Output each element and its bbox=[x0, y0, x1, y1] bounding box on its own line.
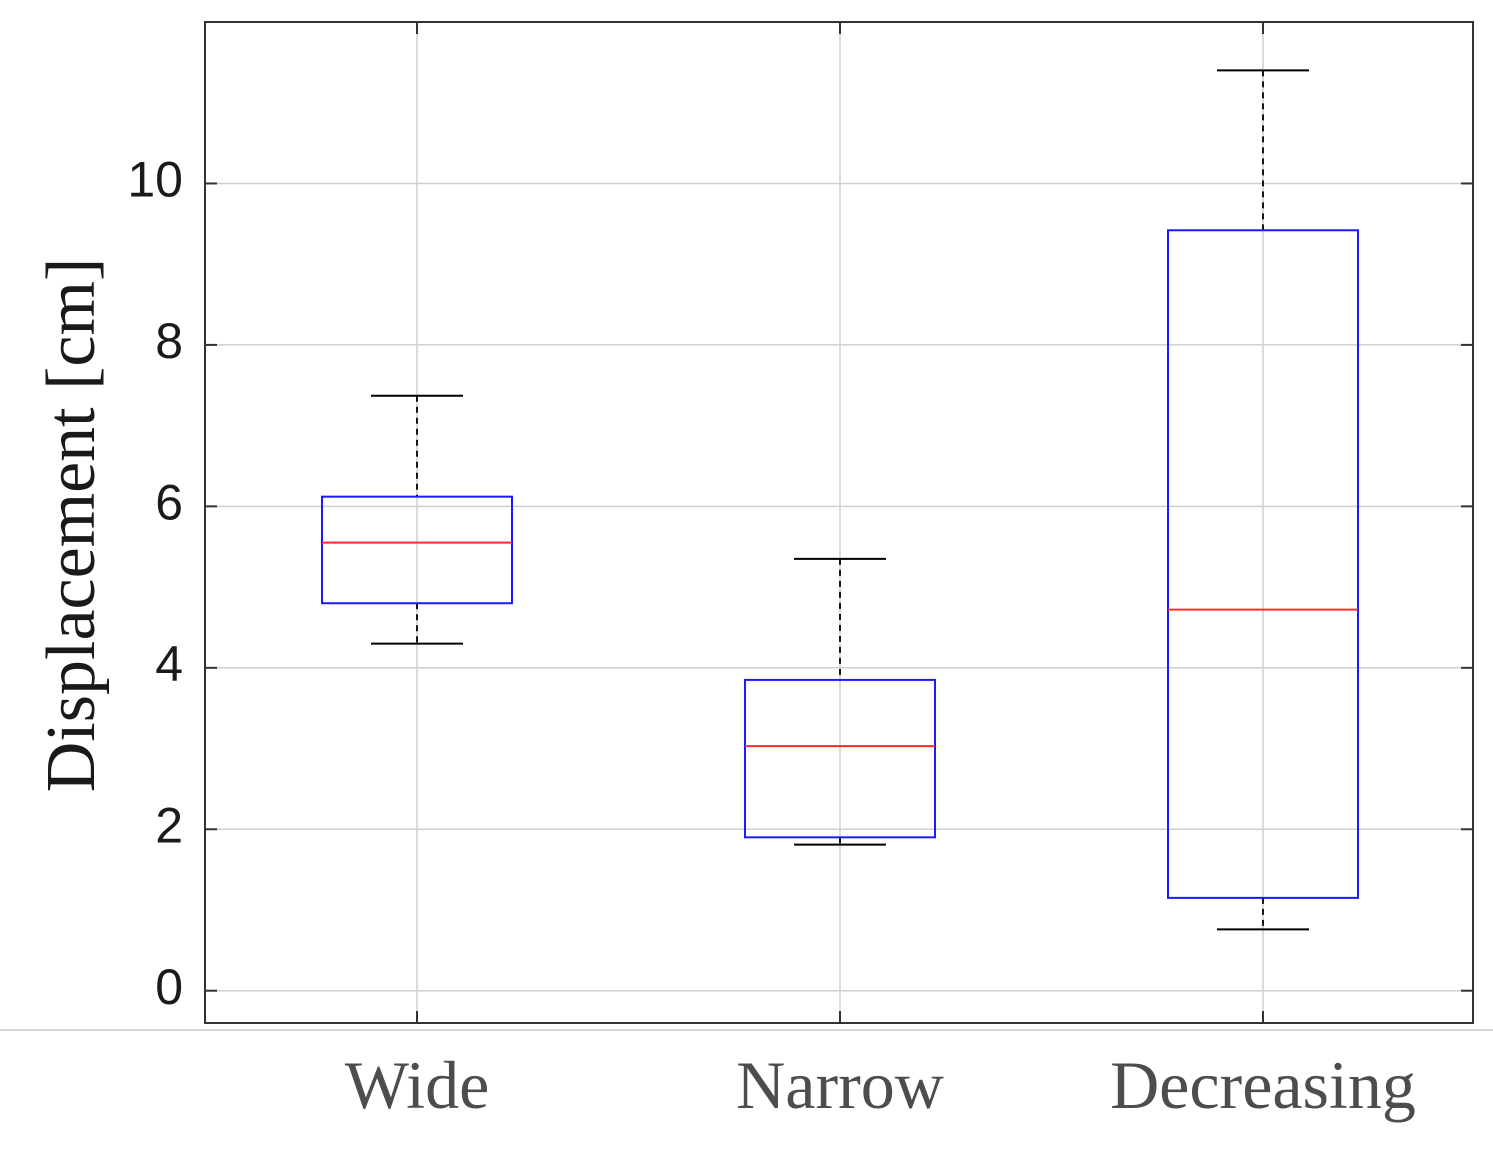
y-tick-label: 0 bbox=[155, 959, 183, 1015]
category-label: Wide bbox=[345, 1047, 490, 1123]
axis-ticks bbox=[205, 22, 1473, 1023]
box-series bbox=[321, 69, 1359, 931]
y-axis-title: Displacement [cm] bbox=[33, 258, 110, 793]
iqr-box bbox=[321, 495, 513, 605]
box-group-wide bbox=[321, 394, 513, 645]
category-label: Decreasing bbox=[1110, 1047, 1416, 1123]
box-group-decreasing bbox=[1167, 69, 1359, 931]
x-tick-labels: Wide Narrow Decreasing bbox=[345, 1047, 1416, 1123]
iqr-box bbox=[1167, 229, 1359, 899]
grid-lines bbox=[205, 22, 1473, 1023]
y-tick-label: 10 bbox=[127, 152, 183, 208]
plot-area bbox=[205, 22, 1473, 1023]
y-tick-label: 6 bbox=[155, 475, 183, 531]
y-tick-label: 2 bbox=[155, 797, 183, 853]
category-label: Narrow bbox=[736, 1047, 944, 1123]
iqr-box bbox=[744, 678, 936, 839]
y-tick-label: 4 bbox=[155, 636, 183, 692]
y-tick-label: 8 bbox=[155, 313, 183, 369]
y-tick-labels: 0 2 4 6 8 10 bbox=[127, 152, 183, 1015]
box-group-narrow bbox=[744, 557, 936, 846]
